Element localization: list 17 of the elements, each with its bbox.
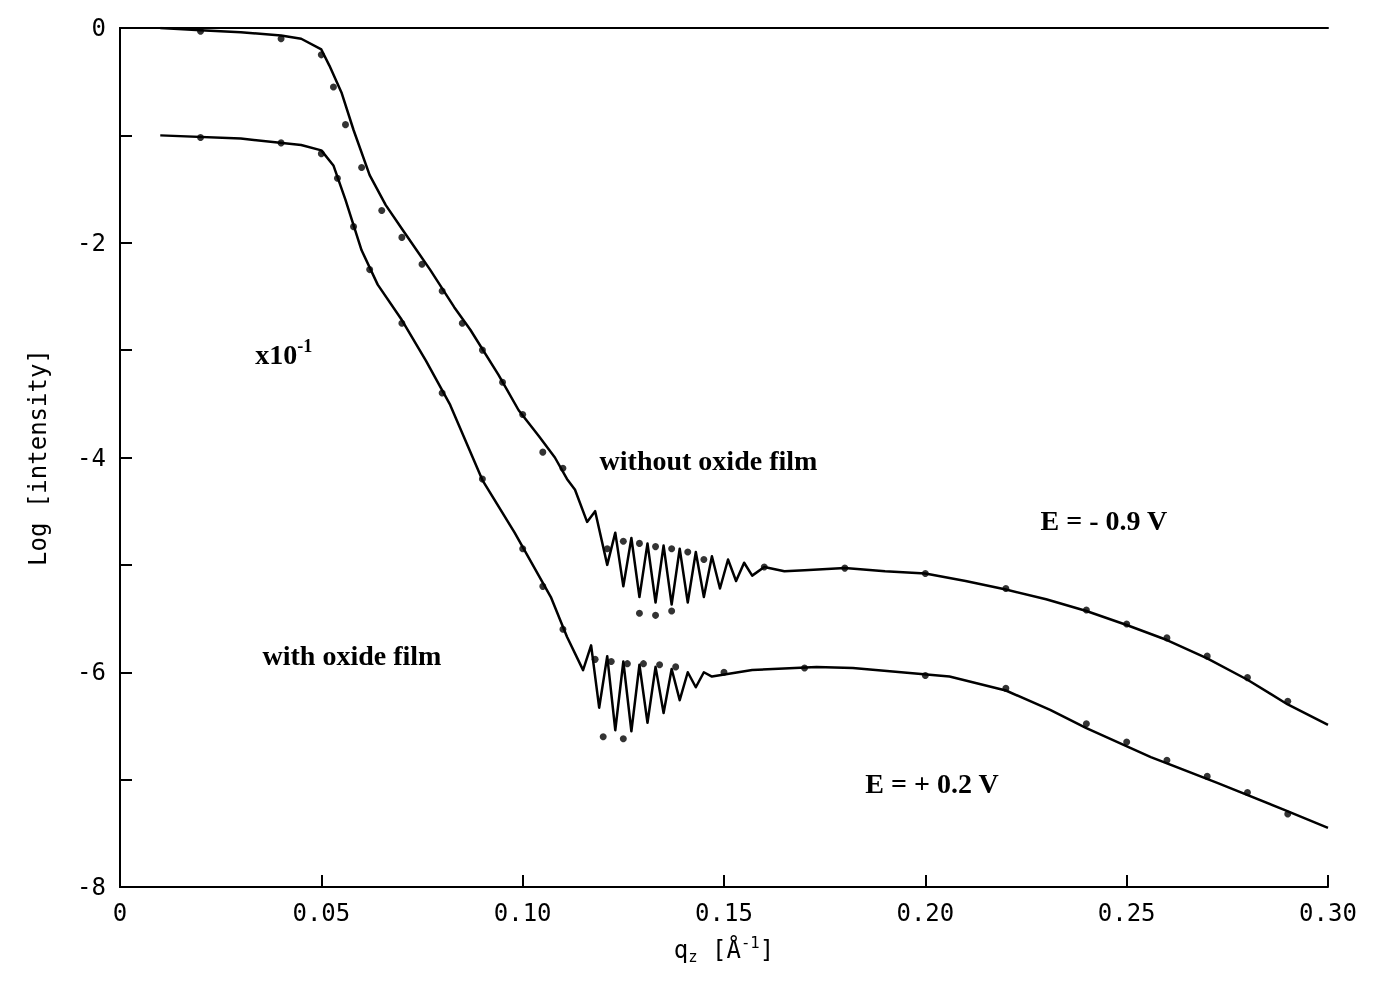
x-tick-label: 0.20 [896,899,955,927]
annotation: E = - 0.9 V [1040,504,1168,536]
x-tick-label: 0 [112,899,128,927]
y-axis-title: Log [intensity] [24,349,52,566]
x-tick-label: 0.30 [1299,899,1357,927]
y-tick-label: -6 [77,658,106,687]
x-tick-label: 0.10 [493,899,552,927]
annotation: E = + 0.2 V [865,767,999,799]
x-tick-label: 0.05 [292,899,351,927]
y-tick-label: -4 [77,443,106,472]
y-tick-label: -8 [77,873,106,901]
x-tick-label: 0.15 [695,899,753,927]
x-tick-label: 0.25 [1097,899,1156,927]
annotation: with oxide film [262,639,442,671]
y-tick-label: -2 [77,228,106,257]
annotation: without oxide film [599,444,818,476]
y-tick-label: 0 [91,14,106,42]
